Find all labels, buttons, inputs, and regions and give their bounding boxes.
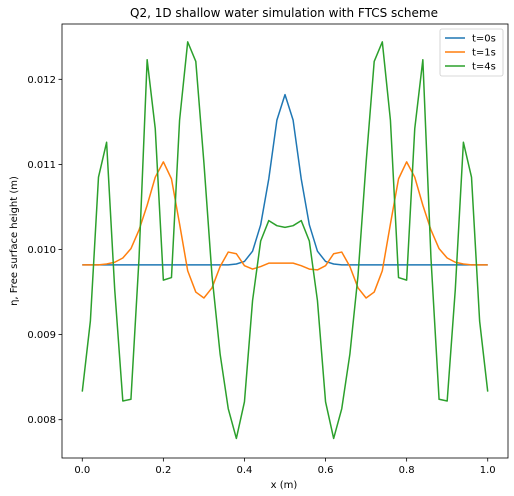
series-line-t=4s [81,41,489,440]
y-tick-label: 0.008 [27,415,56,426]
x-axis-label: x (m) [271,480,298,491]
series-layer [81,41,489,440]
plot-area [62,24,508,458]
plot-frame [61,23,509,459]
y-tick-label: 0.011 [27,160,56,171]
y-tick-label: 0.010 [27,245,56,256]
legend-box [439,28,504,77]
x-tick-label: 1.0 [480,465,496,476]
legend-label: t=4s [472,62,496,73]
legend: t=0s t=1s t=4s [439,28,504,77]
series-line-t=0s [82,93,488,266]
series-line-t=1s [82,161,488,299]
x-tick-label: 0.0 [74,465,90,476]
x-tick-label: 0.6 [318,465,334,476]
x-tick-label: 0.2 [155,465,171,476]
x-tick-label: 0.4 [237,465,253,476]
x-tick-label: 0.8 [399,465,415,476]
chart-title: Q2, 1D shallow water simulation with FTC… [130,6,438,20]
axes-layer: 0.0 0.2 0.4 0.6 0.8 1.0 0.008 0.009 0.010 0.011 0.… [27,75,495,476]
legend-label: t=0s [472,34,496,45]
y-tick-label: 0.009 [27,330,56,341]
legend-label: t=1s [472,48,496,59]
y-axis-label: η, Free surface height (m) [9,176,20,306]
y-tick-label: 0.012 [27,75,56,86]
